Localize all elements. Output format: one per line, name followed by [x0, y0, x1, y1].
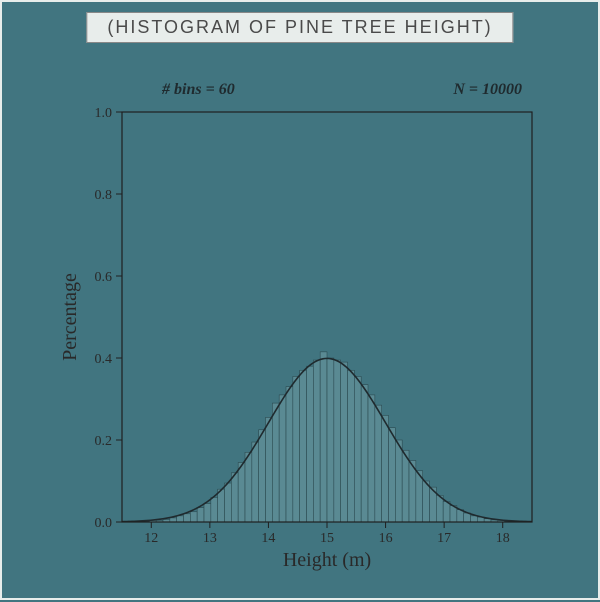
histogram-bar [320, 352, 327, 522]
histogram-bar [259, 430, 266, 522]
histogram-bars [143, 352, 526, 522]
histogram-bar [436, 495, 443, 522]
y-tick-label: 1.0 [95, 106, 113, 121]
y-tick-label: 0.4 [95, 352, 113, 367]
x-tick-label: 16 [379, 531, 393, 546]
histogram-bar [252, 442, 259, 522]
chart-area: # bins = 60 N = 10000 12 13 14 15 16 17 18 0.0 0.2… [2, 62, 598, 598]
y-tick-label: 0.0 [95, 516, 113, 531]
y-axis-label: Percentage [59, 273, 81, 361]
y-tick-label: 0.6 [95, 270, 113, 285]
histogram-bar [395, 440, 402, 522]
histogram-bar [313, 360, 320, 522]
histogram-bar [190, 512, 197, 522]
histogram-bar [471, 516, 478, 522]
histogram-bar [354, 376, 361, 522]
histogram-bar [238, 463, 245, 522]
x-tick-label: 18 [496, 531, 510, 546]
histogram-bar [402, 450, 409, 522]
x-tick-label: 15 [320, 531, 334, 546]
histogram-bar [211, 497, 218, 522]
histogram-bar [245, 452, 252, 522]
histogram-bar [368, 395, 375, 522]
title-box: (HISTOGRAM OF PINE TREE HEIGHT) [86, 12, 513, 43]
histogram-bar [272, 403, 279, 522]
x-tick-label: 12 [144, 531, 158, 546]
histogram-bar [307, 366, 314, 522]
n-annotation: N = 10000 [452, 81, 522, 98]
histogram-bar [423, 481, 430, 522]
histogram-bar [375, 405, 382, 522]
histogram-bar [361, 385, 368, 522]
histogram-bar [204, 504, 211, 522]
x-tick-label: 14 [261, 531, 275, 546]
x-axis-label: Height (m) [283, 549, 371, 571]
x-tick-label: 17 [437, 531, 451, 546]
histogram-bar [184, 514, 191, 522]
x-tick-label: 13 [203, 531, 217, 546]
y-tick-label: 0.2 [95, 434, 113, 449]
histogram-bar [279, 395, 286, 522]
chart-title: (HISTOGRAM OF PINE TREE HEIGHT) [107, 17, 492, 37]
histogram-bar [334, 360, 341, 522]
histogram-bar [197, 508, 204, 522]
histogram-bar [218, 489, 225, 522]
figure-frame: (HISTOGRAM OF PINE TREE HEIGHT) # bins =… [0, 0, 600, 600]
histogram-bar [348, 370, 355, 522]
histogram-chart: # bins = 60 N = 10000 12 13 14 15 16 17 18 0.0 0.2… [2, 62, 600, 602]
histogram-bar [286, 387, 293, 522]
histogram-bar [177, 516, 184, 522]
histogram-bar [382, 415, 389, 522]
histogram-bar [443, 502, 450, 523]
histogram-bar [266, 417, 273, 522]
histogram-bar [327, 358, 334, 522]
y-tick-label: 0.8 [95, 188, 113, 203]
bins-annotation: # bins = 60 [161, 81, 235, 98]
histogram-bar [300, 370, 307, 522]
histogram-bar [231, 473, 238, 522]
histogram-bar [389, 428, 396, 522]
histogram-bar [341, 362, 348, 522]
histogram-bar [293, 376, 300, 522]
histogram-bar [225, 483, 232, 522]
histogram-bar [170, 518, 177, 522]
